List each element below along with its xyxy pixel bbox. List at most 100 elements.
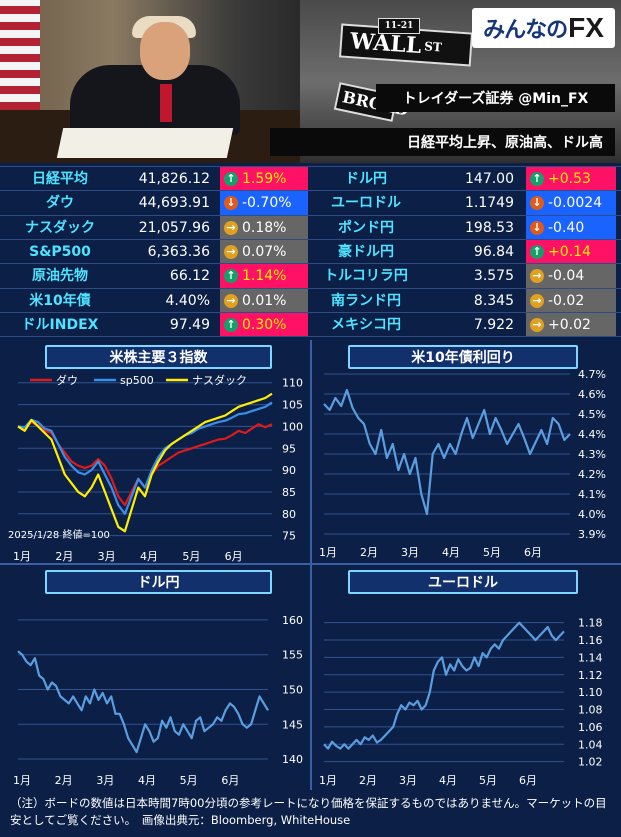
- arrow-up-icon: ↑: [224, 172, 238, 186]
- legend-label: ダウ: [56, 373, 78, 387]
- us10y-chart: 4.7% 4.6% 4.5% 4.4% 4.3% 4.2% 4.1% 4.0% 3.9% 1月 2月…: [319, 368, 606, 559]
- x-tick-label: 4月: [138, 774, 156, 787]
- instrument-name: 豪ドル円: [338, 243, 394, 260]
- x-tick-label: 3月: [401, 546, 419, 559]
- change-cell: ↑ +0.53: [526, 167, 616, 191]
- flag-image: [0, 0, 40, 110]
- instrument-name: メキシコ円: [331, 316, 401, 333]
- y-tick-label: 145: [282, 718, 303, 731]
- instrument-name: ポンド円: [338, 219, 394, 236]
- change-value: -0.70%: [242, 195, 292, 212]
- market-row: ダウ 44,693.91 ↓ -0.70%: [0, 191, 311, 216]
- instrument-name: 米10年債: [29, 292, 91, 309]
- y-tick-label: 3.9%: [578, 528, 606, 541]
- instrument-value: 66.12: [169, 268, 210, 285]
- x-tick-label: 2月: [55, 550, 73, 563]
- x-tick-label: 5月: [182, 550, 200, 563]
- y-tick-label: 4.2%: [578, 468, 606, 481]
- instrument-value: 1.1749: [465, 195, 514, 212]
- x-tick-label: 3月: [399, 774, 417, 787]
- logo-text-b: FX: [568, 12, 604, 43]
- change-value: -0.02: [548, 292, 585, 309]
- x-tick-label: 2月: [359, 774, 377, 787]
- market-row: 南ランド円 8.345 → -0.02: [310, 288, 621, 313]
- chart-title-us-stocks: 米株主要３指数: [45, 345, 272, 369]
- minfx-logo: みんなの FX: [472, 8, 615, 48]
- instrument-name: 南ランド円: [331, 292, 401, 309]
- vertical-divider: [310, 340, 312, 790]
- arrow-down-icon: ↓: [530, 196, 544, 211]
- instrument-name: S&P500: [29, 243, 91, 260]
- change-value: 0.07%: [242, 243, 287, 260]
- change-cell: ↑ 1.14%: [220, 264, 308, 289]
- market-row: 日経平均 41,826.12 ↑ 1.59%: [0, 167, 311, 191]
- chart-title-us10y: 米10年債利回り: [348, 345, 578, 369]
- series-line-1: [17, 650, 269, 754]
- y-tick-label: 85: [282, 486, 296, 499]
- x-tick-label: 1月: [319, 774, 337, 787]
- arrow-down-icon: ↓: [224, 196, 238, 211]
- x-tick-label: 4月: [442, 546, 460, 559]
- market-row: ポンド円 198.53 ↓ -0.40: [310, 215, 621, 240]
- instrument-value: 4.40%: [165, 292, 210, 309]
- broker-banner: トレイダーズ証券 @Min_FX: [376, 84, 615, 112]
- change-cell: → -0.02: [526, 288, 616, 313]
- instrument-value: 41,826.12: [138, 171, 210, 187]
- change-value: 1.14%: [242, 268, 287, 285]
- arrow-right-icon: →: [530, 293, 544, 308]
- change-value: +0.53: [548, 171, 591, 187]
- instrument-name: ユーロドル: [331, 195, 401, 212]
- headline: 日経平均上昇、原油高、ドル高: [270, 128, 615, 156]
- y-tick-label: 4.3%: [578, 448, 606, 461]
- instrument-name: 原油先物: [32, 268, 88, 285]
- arrow-down-icon: ↓: [530, 220, 544, 235]
- change-value: +0.14: [548, 243, 591, 260]
- change-cell: ↓ -0.40: [526, 215, 616, 240]
- change-cell: ↑ 1.59%: [220, 167, 308, 191]
- x-tick-label: 1月: [319, 546, 337, 559]
- change-cell: → 0.07%: [220, 239, 308, 264]
- y-tick-label: 1.10: [578, 686, 603, 699]
- instrument-name: 日経平均: [32, 171, 88, 187]
- series-line-1: [323, 621, 565, 750]
- change-value: +0.02: [548, 316, 591, 333]
- change-cell: ↓ -0.0024: [526, 191, 616, 216]
- row-separator: [0, 287, 621, 289]
- x-tick-label: 6月: [519, 774, 537, 787]
- instrument-name: トルコリラ円: [324, 268, 408, 285]
- x-tick-label: 1月: [13, 774, 31, 787]
- y-tick-label: 4.1%: [578, 488, 606, 501]
- change-value: -0.04: [548, 268, 585, 285]
- market-row: 豪ドル円 96.84 ↑ +0.14: [310, 239, 621, 264]
- arrow-up-icon: ↑: [530, 172, 544, 186]
- x-tick-label: 4月: [439, 774, 457, 787]
- change-cell: ↑ 0.30%: [220, 312, 308, 337]
- series-line-3: [17, 392, 273, 533]
- y-tick-label: 4.7%: [578, 368, 606, 381]
- change-value: -0.0024: [548, 195, 603, 212]
- x-tick-label: 6月: [225, 550, 243, 563]
- market-row: ナスダック 21,057.96 → 0.18%: [0, 215, 311, 240]
- person-face: [140, 22, 190, 80]
- x-tick-label: 5月: [479, 774, 497, 787]
- x-tick-label: 6月: [524, 546, 542, 559]
- instrument-value: 198.53: [465, 219, 514, 236]
- change-cell: → 0.18%: [220, 215, 308, 240]
- y-tick-label: 75: [282, 530, 296, 543]
- y-tick-label: 90: [282, 464, 296, 477]
- market-row: ユーロドル 1.1749 ↓ -0.0024: [310, 191, 621, 216]
- y-tick-label: 80: [282, 508, 296, 521]
- sign-number: 11-21: [378, 18, 420, 34]
- y-tick-label: 150: [282, 683, 303, 696]
- y-tick-label: 1.04: [578, 738, 603, 751]
- instrument-name: ダウ: [46, 195, 74, 212]
- legend-label: sp500: [120, 374, 154, 387]
- instrument-name: ドル円: [345, 171, 387, 187]
- us-stocks-chart: 75 80 85 90 95 100 105 110 1月 2月 3月 4月 5月 6月 ダウ sp500 ナス…: [8, 373, 303, 563]
- x-tick-label: 2月: [360, 546, 378, 559]
- instrument-name: ドルINDEX: [21, 316, 99, 333]
- change-cell: ↓ -0.70%: [220, 191, 308, 216]
- sign-st-text: ST: [423, 39, 443, 55]
- x-tick-label: 6月: [221, 774, 239, 787]
- eurusd-chart: 1.18 1.16 1.14 1.12 1.10 1.08 1.06 1.04 1.02 1月 2月…: [319, 617, 603, 787]
